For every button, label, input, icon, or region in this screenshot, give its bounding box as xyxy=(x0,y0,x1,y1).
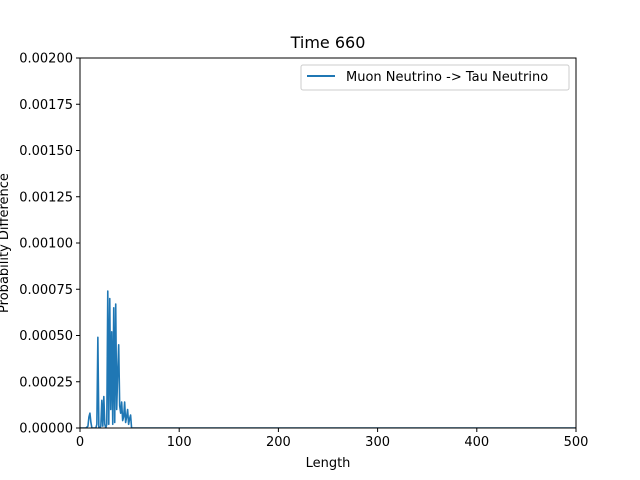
legend: Muon Neutrino -> Tau Neutrino xyxy=(300,64,570,91)
x-axis-label: Length xyxy=(306,456,351,471)
legend-box xyxy=(300,64,570,91)
y-tick-label: 0.00175 xyxy=(19,98,73,113)
chart-title: Time 660 xyxy=(290,33,366,52)
x-axis-ticks: 0 100 200 300 400 500 xyxy=(76,428,589,450)
x-tick-label: 100 xyxy=(167,435,192,450)
x-tick-label: 200 xyxy=(266,435,291,450)
series-layer xyxy=(80,290,576,428)
x-tick-label: 300 xyxy=(365,435,390,450)
plot-area xyxy=(79,57,577,429)
x-tick-label: 500 xyxy=(564,435,589,450)
x-tick-label: 400 xyxy=(464,435,489,450)
y-tick-label: 0.00000 xyxy=(19,422,73,437)
y-tick-label: 0.00100 xyxy=(19,237,73,252)
y-tick-label: 0.00150 xyxy=(19,144,73,159)
y-axis-label: Probability Difference xyxy=(0,173,12,313)
plot-frame xyxy=(79,57,577,429)
y-tick-label: 0.00050 xyxy=(19,329,73,344)
y-axis-ticks: 0.00000 0.00025 0.00050 0.00075 0.00100 0.001… xyxy=(19,52,80,437)
y-tick-label: 0.00200 xyxy=(19,52,73,67)
y-tick-label: 0.00125 xyxy=(19,190,73,205)
y-tick-label: 0.00025 xyxy=(19,375,73,390)
y-tick-label: 0.00075 xyxy=(19,283,73,298)
legend-label: Muon Neutrino -> Tau Neutrino xyxy=(346,70,548,85)
x-tick-label: 0 xyxy=(76,435,84,450)
series-line-0 xyxy=(80,290,576,428)
